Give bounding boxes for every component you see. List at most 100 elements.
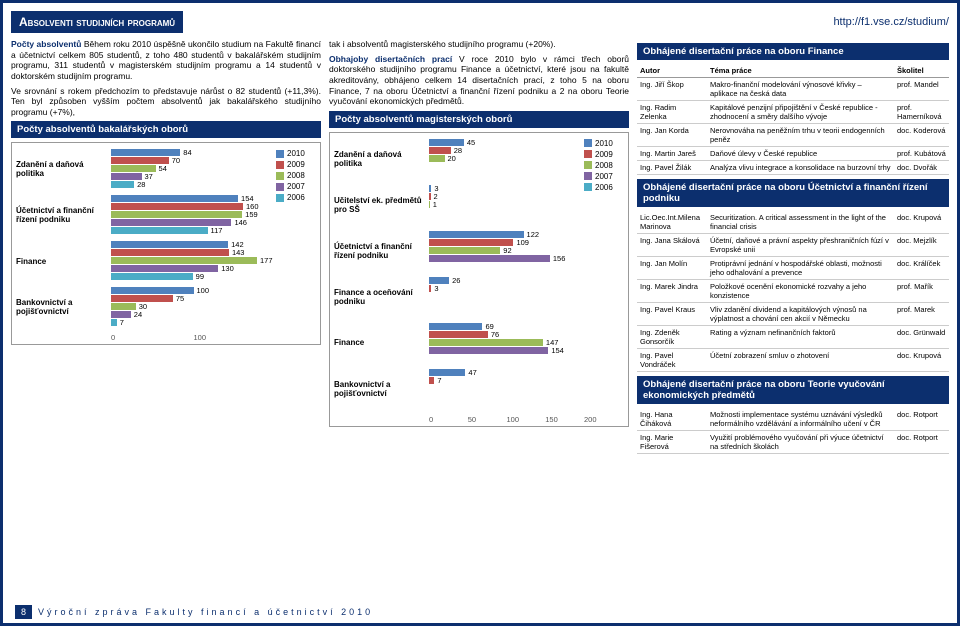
source-url: http://f1.vse.cz/studium/ xyxy=(833,16,949,28)
bar xyxy=(111,249,229,256)
bar xyxy=(429,193,431,200)
chart-bachelor: Zdanění a daňová politika8470543728Účetn… xyxy=(11,142,321,345)
para-master: tak i absolventů magisterského studijníh… xyxy=(329,39,629,50)
bar xyxy=(111,157,169,164)
bar-value: 70 xyxy=(172,156,180,165)
legend-item: 2007 xyxy=(584,172,624,181)
para-dissertations: Obhajoby disertačních prací V roce 2010 … xyxy=(329,54,629,107)
table-header: Školitel xyxy=(894,64,949,78)
bar xyxy=(111,181,134,188)
chart-category-label: Účetnictví a finanční řízení podniku xyxy=(16,206,111,224)
bar xyxy=(429,231,524,238)
legend-item: 2008 xyxy=(276,171,316,180)
bar-value: 154 xyxy=(551,346,564,355)
page-title: Absolventi studijních programů xyxy=(11,11,183,33)
bar xyxy=(111,273,193,280)
bar-value: 1 xyxy=(433,200,437,209)
bar-value: 177 xyxy=(260,256,273,265)
bar xyxy=(111,203,243,210)
bar xyxy=(111,319,117,326)
table2-title: Obhájené disertační práce na oboru Účetn… xyxy=(637,179,949,207)
table-row: Ing. Radim ZelenkaKapitálové penzijní př… xyxy=(637,101,949,124)
legend-item: 2008 xyxy=(584,161,624,170)
bar-value: 47 xyxy=(468,368,476,377)
bar-value: 99 xyxy=(196,272,204,281)
bar xyxy=(429,285,431,292)
bar-value: 24 xyxy=(134,310,142,319)
legend-item: 2010 xyxy=(584,139,624,148)
bar xyxy=(111,227,208,234)
bar-value: 3 xyxy=(434,284,438,293)
bar xyxy=(111,219,231,226)
bar xyxy=(111,195,238,202)
bar xyxy=(429,347,548,354)
table-row: Ing. Zdeněk GonsorčíkRating a význam nef… xyxy=(637,326,949,349)
bar xyxy=(111,303,136,310)
bar xyxy=(429,201,430,208)
chart-category-label: Učitelství ek. předmětů pro SŠ xyxy=(334,196,429,214)
page-number: 8 xyxy=(15,605,32,619)
bar xyxy=(429,377,434,384)
bar xyxy=(429,155,445,162)
bar xyxy=(111,149,180,156)
table-accounting: Lic.Oec.Int.Milena MarinovaSecuritizatio… xyxy=(637,211,949,372)
legend-item: 2007 xyxy=(276,182,316,191)
table-header: Téma práce xyxy=(707,64,894,78)
bar-value: 28 xyxy=(137,180,145,189)
bar xyxy=(111,287,194,294)
bar xyxy=(429,139,464,146)
table-row: Ing. Marie FišerováVyužití problémového … xyxy=(637,431,949,454)
chart-category-label: Finance xyxy=(334,338,429,347)
bar-value: 117 xyxy=(211,226,223,235)
table-row: Ing. Marek JindraPoložkové ocenění ekono… xyxy=(637,280,949,303)
table-teaching: Ing. Hana ČihákováMožnosti implementace … xyxy=(637,408,949,454)
bar-value: 54 xyxy=(159,164,167,173)
para-counts: Počty absolventů Během roku 2010 úspěšně… xyxy=(11,39,321,82)
table-row: Ing. Jan MolínProtiprávní jednání v hosp… xyxy=(637,257,949,280)
chart1-title: Počty absolventů bakalářských oborů xyxy=(11,121,321,138)
bar-value: 156 xyxy=(553,254,566,263)
chart-category-label: Bankovnictví a pojišťovnictví xyxy=(16,298,111,316)
page-footer: 8Výroční zpráva Fakulty financí a účetni… xyxy=(15,607,373,617)
bar xyxy=(111,257,257,264)
legend-item: 2009 xyxy=(584,150,624,159)
table-row: Ing. Jana SkálováÚčetní, daňové a právní… xyxy=(637,234,949,257)
table-row: Ing. Hana ČihákováMožnosti implementace … xyxy=(637,408,949,431)
table-row: Ing. Pavel VondráčekÚčetní zobrazení sml… xyxy=(637,349,949,372)
chart-category-label: Účetnictví a finanční řízení podniku xyxy=(334,242,429,260)
bar-value: 109 xyxy=(516,238,529,247)
table-row: Ing. Jan KordaNerovnováha na peněžním tr… xyxy=(637,124,949,147)
bar xyxy=(111,241,228,248)
bar-value: 92 xyxy=(503,246,511,255)
table-header: Autor xyxy=(637,64,707,78)
bar-value: 146 xyxy=(234,218,247,227)
bar xyxy=(111,295,173,302)
table-row: Ing. Jiří ŠkopMakro-finanční modelování … xyxy=(637,78,949,101)
bar-value: 20 xyxy=(448,154,456,163)
bar xyxy=(111,211,242,218)
bar-value: 143 xyxy=(232,248,245,257)
bar-value: 84 xyxy=(183,148,191,157)
table-row: Ing. Pavel ŽilákAnalýza vlivu integrace … xyxy=(637,161,949,175)
bar-value: 7 xyxy=(437,376,441,385)
chart-category-label: Finance xyxy=(16,257,111,266)
bar xyxy=(429,185,431,192)
bar-value: 159 xyxy=(245,210,258,219)
bar xyxy=(111,165,156,172)
bar-value: 26 xyxy=(452,276,460,285)
bar xyxy=(429,331,488,338)
bar-value: 100 xyxy=(197,286,210,295)
table-row: Lic.Oec.Int.Milena MarinovaSecuritizatio… xyxy=(637,211,949,234)
bar xyxy=(429,147,451,154)
legend-item: 2010 xyxy=(276,149,316,158)
table-row: Ing. Martin JarešDaňové úlevy v České re… xyxy=(637,147,949,161)
bar xyxy=(111,265,218,272)
bar-value: 7 xyxy=(120,318,124,327)
chart2-title: Počty absolventů magisterských oborů xyxy=(329,111,629,128)
table3-title: Obhájené disertační práce na oboru Teori… xyxy=(637,376,949,404)
bar-value: 130 xyxy=(221,264,234,273)
bar-value: 75 xyxy=(176,294,184,303)
chart-category-label: Zdanění a daňová politika xyxy=(334,150,429,168)
bar xyxy=(111,311,131,318)
bar xyxy=(429,369,465,376)
